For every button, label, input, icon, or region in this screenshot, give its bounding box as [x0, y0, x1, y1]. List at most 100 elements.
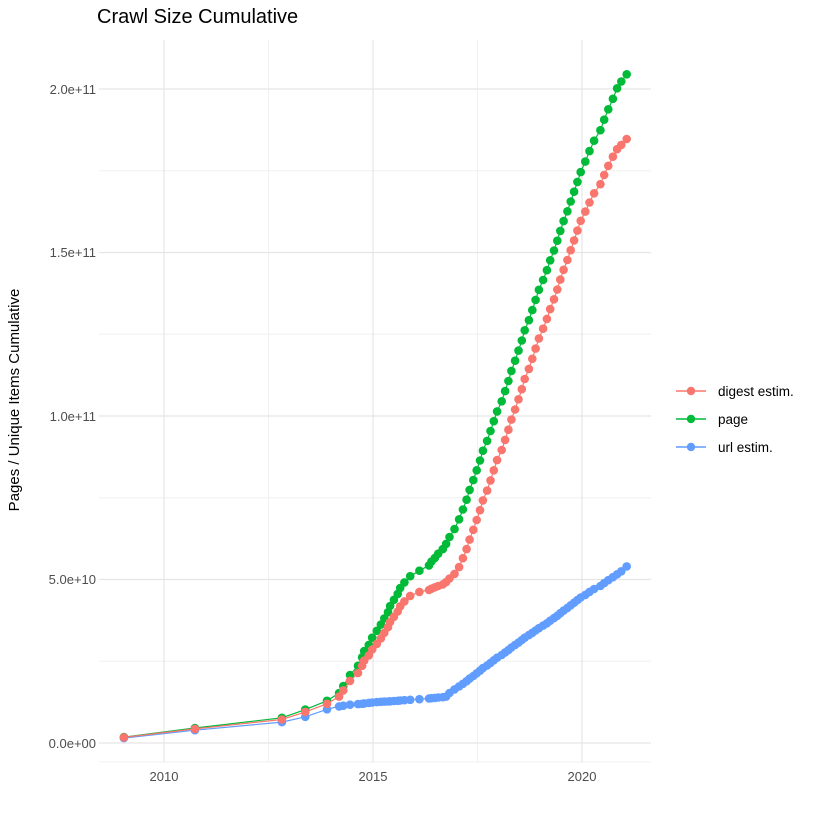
data-point-page [520, 326, 529, 335]
data-point-page [608, 94, 618, 104]
series-digest-estim [119, 134, 631, 742]
y-tick-label: 0.0e+00 [48, 735, 96, 751]
data-point-digest-estim [569, 236, 579, 245]
data-point-page [517, 336, 527, 345]
data-point-url-estim [339, 701, 348, 710]
data-point-digest-estim [504, 425, 513, 435]
data-point-page [415, 566, 424, 575]
data-point-page [542, 265, 552, 275]
data-point-digest-estim [559, 265, 568, 275]
legend-label: page [718, 411, 749, 427]
legend-label: digest estim. [718, 383, 794, 399]
data-point-page [510, 356, 520, 366]
data-point-digest-estim [400, 597, 409, 606]
data-point-page [472, 466, 482, 475]
data-point-digest-estim [482, 486, 492, 495]
data-point-digest-estim [301, 707, 310, 717]
data-point-digest-estim [507, 415, 516, 424]
data-point-digest-estim [489, 466, 499, 475]
legend-key-icon [676, 414, 706, 424]
data-point-page [566, 197, 575, 206]
data-point-page [482, 436, 492, 446]
x-tick-label: 2015 [358, 769, 388, 784]
data-point-page [478, 446, 488, 456]
data-point-page [489, 416, 499, 426]
legend-item-page: page [676, 410, 794, 428]
data-point-digest-estim [475, 505, 485, 515]
data-point-page [559, 216, 568, 226]
data-point-page [581, 157, 590, 166]
data-point-page [549, 246, 559, 255]
data-point-digest-estim [405, 591, 415, 601]
data-point-digest-estim [549, 295, 559, 304]
data-point-page [528, 305, 537, 315]
data-point-page [604, 105, 613, 114]
data-point-digest-estim [585, 198, 594, 207]
data-point-page [372, 626, 382, 636]
data-point-page [504, 376, 513, 386]
data-point-digest-estim [469, 525, 478, 535]
data-point-page [345, 670, 355, 680]
data-point-page [445, 532, 454, 542]
data-point-digest-estim [581, 207, 590, 216]
data-point-page [569, 187, 579, 196]
data-point-digest-estim [596, 179, 605, 189]
data-point-digest-estim [524, 364, 534, 374]
y-tick-label: 1.0e+11 [49, 408, 96, 424]
data-point-digest-estim [486, 476, 495, 485]
data-point-url-estim [622, 562, 631, 571]
data-point-page [497, 397, 507, 406]
data-point-page [553, 236, 562, 245]
y-tick-label: 1.5e+11 [49, 245, 96, 260]
data-point-page [573, 177, 582, 187]
data-point-page [450, 524, 459, 534]
data-point-digest-estim [545, 304, 555, 314]
data-point-page [556, 226, 565, 236]
data-point-page [585, 146, 594, 156]
data-point-digest-estim [500, 435, 510, 445]
data-point-digest-estim [542, 314, 552, 324]
data-point-page [563, 207, 572, 216]
data-point-digest-estim [514, 395, 523, 404]
data-point-digest-estim [622, 134, 631, 144]
data-point-digest-estim [510, 405, 520, 414]
data-point-digest-estim [119, 733, 129, 742]
data-point-digest-estim [617, 140, 626, 150]
data-point-page [500, 386, 510, 396]
legend-key-icon [676, 442, 706, 452]
data-point-digest-estim [462, 544, 471, 554]
data-point-page [441, 539, 451, 549]
data-point-digest-estim [589, 189, 599, 198]
y-tick-label: 2.0e+11 [49, 81, 96, 97]
data-point-page [531, 295, 540, 305]
data-point-digest-estim [563, 255, 572, 265]
data-point-page [545, 255, 555, 265]
legend-key-icon [676, 386, 706, 396]
data-point-digest-estim [454, 562, 464, 572]
data-point-digest-estim [528, 354, 537, 364]
legend: digest estim. page url estim. [676, 382, 794, 466]
data-point-page [465, 485, 474, 495]
legend-item-url-estim: url estim. [676, 438, 794, 456]
data-point-page [475, 456, 485, 465]
data-point-url-estim [405, 695, 415, 705]
data-point-url-estim [345, 700, 355, 709]
data-point-digest-estim [534, 334, 544, 343]
data-point-digest-estim [339, 686, 348, 695]
data-point-digest-estim [322, 699, 332, 709]
data-point-digest-estim [566, 245, 575, 255]
data-point-page [400, 578, 409, 587]
data-point-digest-estim [277, 715, 287, 724]
data-point-digest-estim [576, 216, 585, 226]
data-point-page [492, 407, 502, 416]
data-point-page [469, 475, 478, 485]
data-point-page [524, 315, 534, 325]
data-point-page [617, 77, 626, 86]
data-point-digest-estim [531, 344, 540, 353]
data-point-digest-estim [450, 569, 459, 579]
data-point-page [405, 571, 415, 581]
data-point-page [596, 125, 605, 135]
y-axis-title: Pages / Unique Items Cumulative [6, 288, 23, 512]
data-point-page [507, 366, 516, 376]
